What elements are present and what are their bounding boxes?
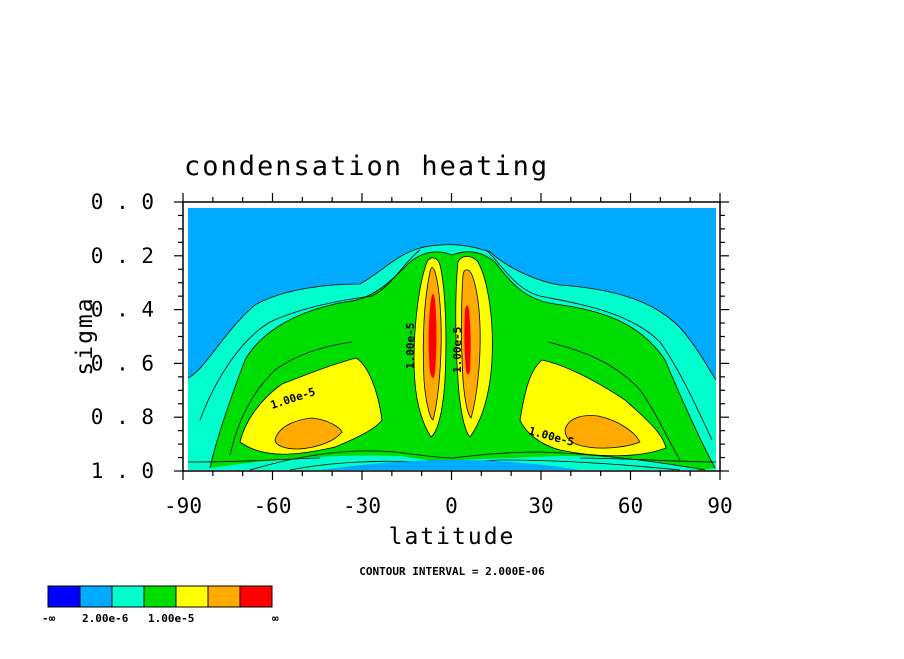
x-tick-label: 90 [707, 494, 732, 518]
y-tick-label: 0 . 2 [91, 244, 154, 268]
legend-label: ∞ [272, 612, 279, 625]
legend-swatch [239, 585, 273, 608]
legend-label: -∞ [42, 612, 56, 625]
y-axis-title: sigma [72, 296, 98, 375]
y-tick-label: 0 . 4 [91, 298, 154, 322]
legend-swatch [111, 585, 145, 608]
contour-fill-level-5-south [275, 418, 342, 449]
legend-swatch [175, 585, 209, 608]
surface-strip [320, 460, 580, 470]
legend-swatch [207, 585, 241, 608]
x-tick-label: -30 [343, 494, 381, 518]
legend-colorbar [47, 585, 273, 608]
y-tick-label: 1 . 0 [91, 459, 154, 483]
x-tick-label: -90 [164, 494, 202, 518]
legend-label: 1.00e-5 [148, 612, 194, 625]
x-tick-label: 0 [445, 494, 458, 518]
axis-ticks [174, 193, 729, 480]
contour-fill-level-6-south-core [428, 294, 437, 378]
chart-title: condensation heating [184, 151, 549, 182]
contour-fill-level-4-south [240, 358, 382, 455]
y-tick-label: 0 . 8 [91, 405, 154, 429]
legend-labels: -∞ 2.00e-6 1.00e-5 ∞ [42, 612, 279, 625]
contour-label-south-column: 1.00e-5 [404, 323, 417, 369]
x-axis-tick-labels: -90 -60 -30 0 30 60 90 [164, 494, 733, 518]
x-axis-title: latitude [389, 524, 516, 550]
legend-swatch [143, 585, 177, 608]
contour-lines [187, 244, 717, 471]
legend-swatch [47, 585, 81, 608]
legend-swatch [79, 585, 113, 608]
y-tick-label: 0 . 6 [91, 351, 154, 375]
x-tick-label: 60 [618, 494, 643, 518]
legend-label: 2.00e-6 [82, 612, 129, 625]
contour-label-north-column: 1.00e-5 [451, 327, 464, 373]
contour-fill-level-6-north-core [464, 305, 471, 375]
y-axis-tick-labels: 0 . 0 0 . 2 0 . 4 0 . 6 0 . 8 1 . 0 [91, 190, 154, 483]
x-tick-label: 30 [528, 494, 553, 518]
contour-interval-note: CONTOUR INTERVAL = 2.000E-06 [359, 565, 545, 578]
plot-area [183, 202, 720, 471]
contour-fill-level-5-north [565, 415, 640, 449]
y-tick-label: 0 . 0 [91, 190, 154, 214]
x-tick-label: -60 [254, 494, 292, 518]
